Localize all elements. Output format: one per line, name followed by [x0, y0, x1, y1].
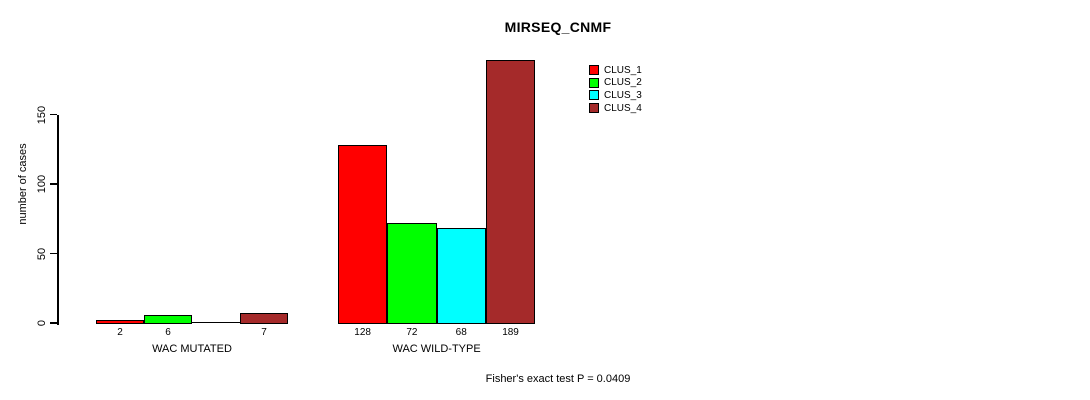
y-tick — [49, 183, 57, 185]
bar — [240, 313, 288, 324]
bar — [144, 314, 192, 324]
bar — [485, 60, 536, 324]
chart-title: MIRSEQ_CNMF — [504, 19, 612, 35]
x-category-label: WAC MUTATED — [152, 343, 232, 355]
legend-swatch — [589, 65, 599, 75]
y-tick — [49, 113, 57, 116]
bar-value-label: 72 — [406, 327, 418, 338]
y-tick-label: 100 — [35, 174, 48, 194]
legend-swatch — [589, 103, 599, 114]
y-tick-label: 150 — [35, 105, 48, 124]
legend-label: CLUS_2 — [604, 77, 642, 89]
y-tick — [49, 322, 57, 324]
bar-value-label: 128 — [354, 327, 371, 338]
legend-label: CLUS_3 — [604, 89, 642, 101]
x-category-label: WAC WILD-TYPE — [392, 343, 481, 355]
bar — [96, 320, 144, 324]
bar-value-label: 2 — [117, 327, 123, 338]
legend-label: CLUS_4 — [604, 102, 642, 114]
zero-bar-line — [192, 321, 240, 323]
bar — [387, 222, 437, 324]
bar — [338, 145, 388, 324]
legend-swatch — [589, 77, 599, 88]
y-tick-label: 50 — [35, 247, 48, 260]
bar-value-label: 7 — [261, 327, 267, 338]
y-tick — [49, 252, 57, 255]
y-tick-label: 0 — [35, 319, 48, 327]
legend-swatch — [589, 90, 599, 101]
bar-value-label: 68 — [455, 327, 467, 338]
y-axis-line — [57, 114, 59, 325]
bar — [436, 228, 486, 324]
bar-value-label: 6 — [165, 327, 171, 338]
annotation-text: Fisher's exact test P = 0.0409 — [485, 373, 631, 385]
bar-value-label: 189 — [502, 327, 519, 338]
legend-label: CLUS_1 — [604, 64, 642, 76]
